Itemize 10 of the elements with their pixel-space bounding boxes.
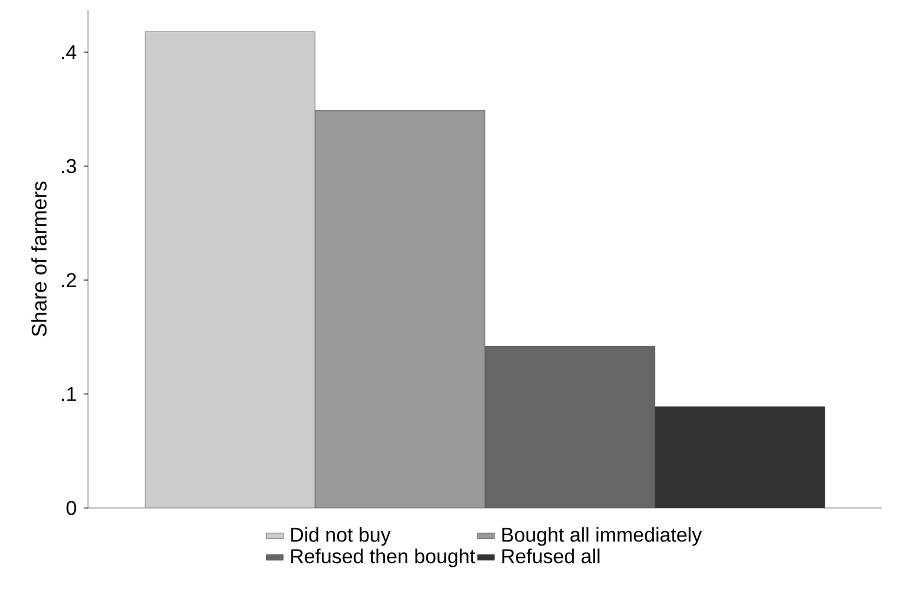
legend-label: Did not buy: [291, 527, 391, 546]
legend-label: Refused all: [502, 548, 600, 564]
legend-label: Refused then bought: [291, 548, 476, 568]
y-tick-label: .1: [62, 387, 76, 401]
y-tick-label: .3: [62, 159, 76, 174]
y-axis-title: Share of farmers: [31, 182, 47, 336]
y-tick-label: .2: [62, 273, 76, 288]
y-tick-label: 0: [66, 500, 76, 516]
legend-label: Bought all immediately: [502, 527, 702, 546]
y-tick-label: .4: [62, 45, 76, 60]
